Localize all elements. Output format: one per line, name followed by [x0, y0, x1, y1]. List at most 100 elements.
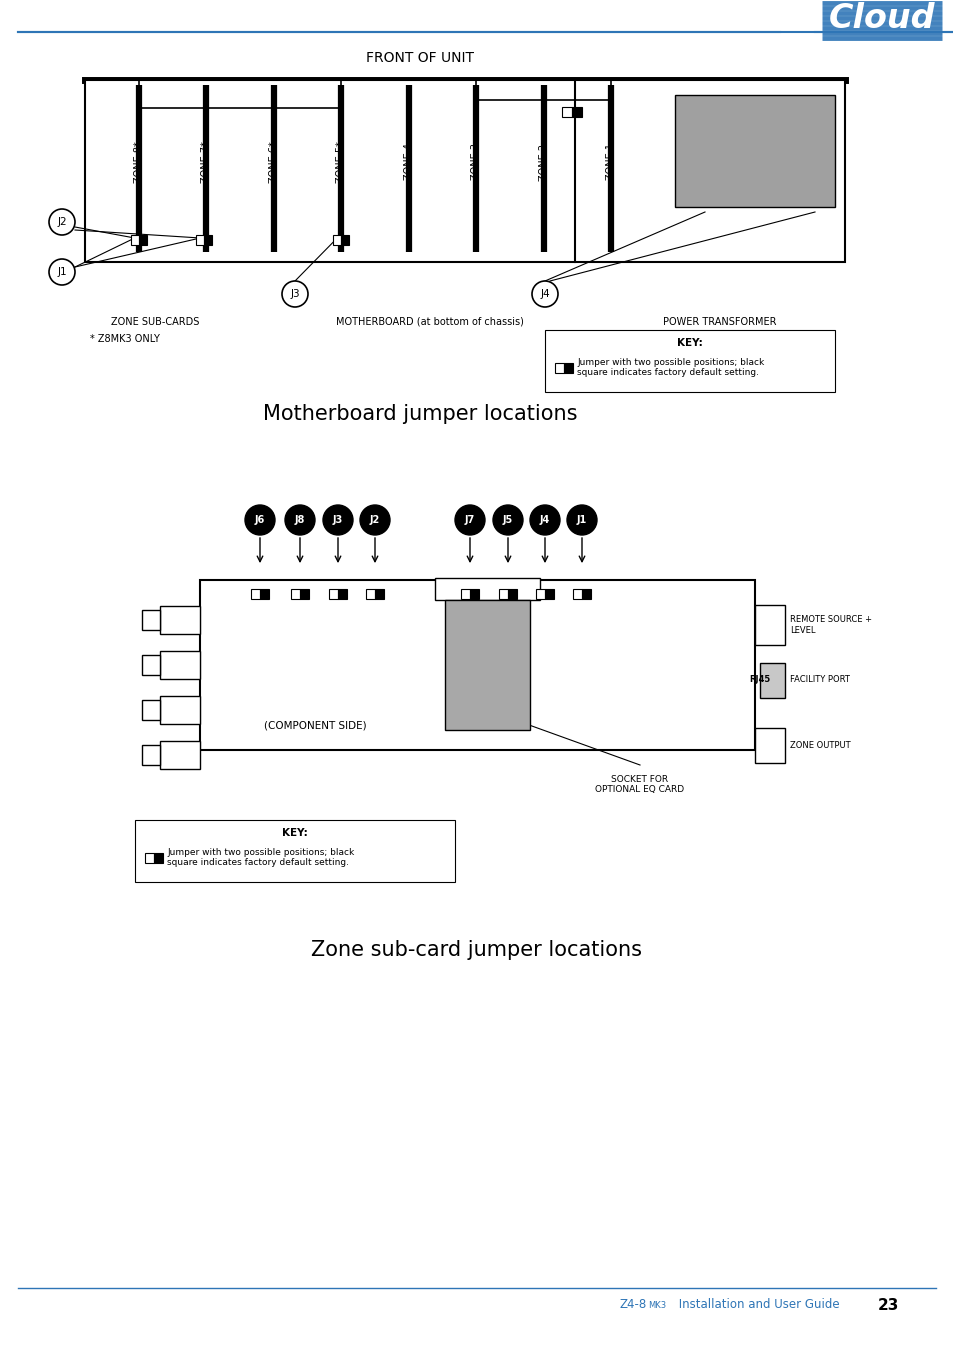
Text: KEY:: KEY:: [677, 338, 702, 348]
Text: 23: 23: [877, 1297, 898, 1312]
Bar: [337, 589, 347, 599]
Bar: [470, 589, 478, 599]
Text: J2: J2: [57, 217, 67, 227]
Bar: [142, 655, 160, 675]
Text: ZONE 5*: ZONE 5*: [335, 140, 346, 184]
Text: J8: J8: [294, 514, 305, 525]
Circle shape: [49, 259, 75, 285]
Circle shape: [323, 505, 353, 535]
Bar: [200, 580, 754, 751]
Bar: [291, 589, 299, 599]
Text: J4: J4: [539, 289, 549, 298]
Circle shape: [285, 505, 314, 535]
Bar: [555, 363, 563, 373]
Circle shape: [49, 209, 75, 235]
Text: ZONE 6*: ZONE 6*: [269, 142, 278, 182]
Bar: [204, 235, 212, 244]
Bar: [299, 589, 309, 599]
Text: FACILITY PORT: FACILITY PORT: [789, 675, 849, 684]
Bar: [760, 663, 784, 698]
Bar: [160, 697, 200, 724]
Text: J6: J6: [254, 514, 265, 525]
Text: ZONE 7*: ZONE 7*: [201, 140, 211, 184]
Bar: [142, 745, 160, 765]
Text: J7: J7: [464, 514, 475, 525]
Text: J1: J1: [577, 514, 586, 525]
Text: MOTHERBOARD (at bottom of chassis): MOTHERBOARD (at bottom of chassis): [335, 317, 523, 327]
Bar: [498, 589, 507, 599]
Text: ZONE 3: ZONE 3: [471, 143, 480, 181]
Text: Jumper with two possible positions; black
square indicates factory default setti: Jumper with two possible positions; blac…: [577, 358, 763, 378]
Text: * Z8MK3 ONLY: * Z8MK3 ONLY: [90, 333, 160, 344]
Bar: [131, 235, 138, 244]
Bar: [142, 610, 160, 630]
Text: ZONE 8*: ZONE 8*: [133, 142, 144, 182]
Text: SOCKET FOR
OPTIONAL EQ CARD: SOCKET FOR OPTIONAL EQ CARD: [595, 775, 684, 794]
Bar: [544, 329, 834, 391]
Text: Motherboard jumper locations: Motherboard jumper locations: [262, 404, 577, 424]
Bar: [544, 589, 554, 599]
Bar: [142, 701, 160, 720]
Circle shape: [493, 505, 522, 535]
Circle shape: [282, 281, 308, 306]
Bar: [754, 728, 784, 763]
Text: ZONE 4: ZONE 4: [403, 143, 414, 181]
Bar: [366, 589, 375, 599]
Text: J5: J5: [502, 514, 513, 525]
Text: J3: J3: [290, 289, 299, 298]
Bar: [507, 589, 517, 599]
Text: J2: J2: [370, 514, 379, 525]
Bar: [754, 605, 784, 645]
Circle shape: [245, 505, 274, 535]
Circle shape: [359, 505, 390, 535]
Text: MK3: MK3: [647, 1300, 665, 1310]
Bar: [135, 819, 455, 882]
Bar: [145, 853, 153, 863]
Bar: [160, 606, 200, 634]
Bar: [153, 853, 163, 863]
Bar: [160, 741, 200, 770]
Text: ZONE 1: ZONE 1: [605, 143, 616, 181]
Text: FRONT OF UNIT: FRONT OF UNIT: [366, 51, 474, 65]
Bar: [675, 95, 834, 207]
Text: J3: J3: [333, 514, 343, 525]
Bar: [563, 363, 573, 373]
Text: Cloud: Cloud: [828, 1, 934, 35]
Bar: [196, 235, 204, 244]
Bar: [85, 80, 844, 262]
Bar: [160, 651, 200, 679]
Text: J4: J4: [539, 514, 550, 525]
Circle shape: [532, 281, 558, 306]
Text: Z4-8: Z4-8: [619, 1299, 646, 1311]
Bar: [571, 107, 581, 117]
Bar: [333, 235, 341, 244]
Bar: [573, 589, 581, 599]
Bar: [444, 599, 530, 730]
Bar: [138, 235, 147, 244]
Text: ZONE 2: ZONE 2: [538, 143, 548, 181]
Bar: [435, 578, 539, 599]
Text: ZONE OUTPUT: ZONE OUTPUT: [789, 741, 850, 749]
Text: POWER TRANSFORMER: POWER TRANSFORMER: [662, 317, 776, 327]
Circle shape: [455, 505, 484, 535]
Bar: [260, 589, 269, 599]
Circle shape: [530, 505, 559, 535]
Bar: [251, 589, 260, 599]
Bar: [375, 589, 384, 599]
Circle shape: [566, 505, 597, 535]
Text: Zone sub-card jumper locations: Zone sub-card jumper locations: [312, 940, 641, 960]
Text: Installation and User Guide: Installation and User Guide: [675, 1299, 839, 1311]
Text: Jumper with two possible positions; black
square indicates factory default setti: Jumper with two possible positions; blac…: [167, 848, 354, 868]
Text: KEY:: KEY:: [282, 828, 308, 838]
Bar: [329, 589, 337, 599]
Text: J1: J1: [57, 267, 67, 277]
Bar: [561, 107, 571, 117]
Bar: [460, 589, 470, 599]
Text: (COMPONENT SIDE): (COMPONENT SIDE): [263, 720, 366, 730]
Text: REMOTE SOURCE +
LEVEL: REMOTE SOURCE + LEVEL: [789, 616, 871, 634]
Bar: [536, 589, 544, 599]
Text: ZONE SUB-CARDS: ZONE SUB-CARDS: [111, 317, 199, 327]
Bar: [581, 589, 590, 599]
Bar: [341, 235, 349, 244]
Text: RJ45: RJ45: [749, 675, 770, 684]
